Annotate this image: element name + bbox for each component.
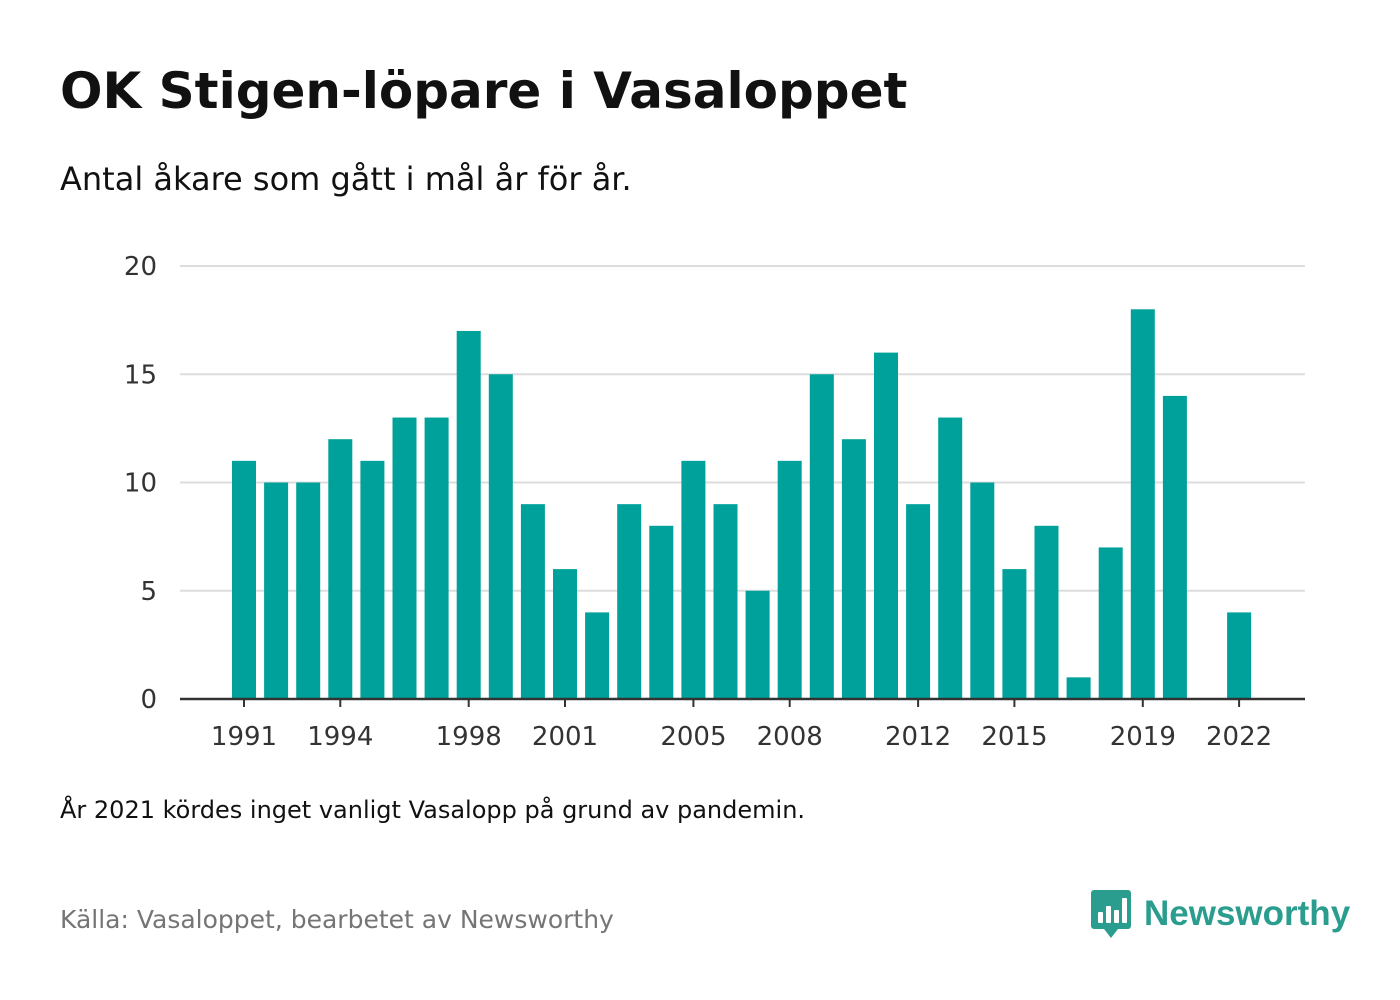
brand-name: Newsworthy bbox=[1144, 894, 1351, 933]
x-axis-tick-labels: 1991 1994 1998 2001 2005 2008 2012 2015 2019 2022 bbox=[211, 722, 1272, 752]
x-tick-label: 1994 bbox=[307, 722, 373, 752]
bar-2020 bbox=[1162, 395, 1187, 699]
bar-2004 bbox=[649, 525, 674, 699]
y-tick-label: 15 bbox=[124, 360, 157, 390]
newsworthy-logo-icon bbox=[1091, 890, 1131, 938]
bar-2019 bbox=[1130, 309, 1155, 699]
bar-2005 bbox=[681, 460, 706, 699]
bar-2008 bbox=[777, 460, 802, 699]
x-tick-label: 2012 bbox=[885, 722, 951, 752]
y-tick-label: 20 bbox=[124, 252, 157, 282]
y-tick-label: 0 bbox=[140, 685, 157, 715]
x-tick-label: 2022 bbox=[1206, 722, 1272, 752]
bar-2000 bbox=[520, 504, 545, 699]
bar-1996 bbox=[392, 417, 417, 699]
bar-1999 bbox=[488, 374, 513, 699]
bar-2007 bbox=[745, 590, 770, 699]
x-tick-label: 2001 bbox=[532, 722, 598, 752]
chart-title: OK Stigen-löpare i Vasaloppet bbox=[60, 62, 908, 120]
x-axis bbox=[180, 697, 1305, 707]
bar-2003 bbox=[617, 504, 642, 699]
source-text: Källa: Vasaloppet, bearbetet av Newswort… bbox=[60, 905, 614, 934]
bar-2001 bbox=[553, 569, 577, 699]
x-tick-label: 2015 bbox=[981, 722, 1047, 752]
bar-2009 bbox=[809, 374, 834, 699]
bar-1998 bbox=[456, 330, 481, 699]
bar-2018 bbox=[1098, 547, 1123, 699]
bar-1995 bbox=[360, 460, 385, 699]
y-tick-label: 5 bbox=[140, 577, 157, 607]
bar-1992 bbox=[264, 482, 289, 699]
x-tick-label: 2008 bbox=[757, 722, 823, 752]
x-tick-label: 1998 bbox=[436, 722, 502, 752]
bars bbox=[232, 309, 1252, 699]
bar-2014 bbox=[970, 482, 995, 699]
bar-2010 bbox=[841, 439, 866, 699]
bar-2015 bbox=[1002, 569, 1027, 699]
bar-2013 bbox=[938, 417, 963, 699]
bar-2022 bbox=[1227, 612, 1252, 699]
newsworthy-logo: Newsworthy bbox=[1090, 888, 1350, 940]
x-tick-label: 2005 bbox=[660, 722, 726, 752]
bar-2011 bbox=[874, 352, 898, 699]
x-tick-label: 1991 bbox=[211, 722, 277, 752]
y-axis-tick-labels: 0 5 10 15 20 bbox=[124, 252, 157, 715]
chart-note: År 2021 kördes inget vanligt Vasalopp på… bbox=[60, 796, 806, 824]
bar-1991 bbox=[232, 460, 256, 699]
x-tick-label: 2019 bbox=[1110, 722, 1176, 752]
bar-2002 bbox=[585, 612, 610, 699]
bar-2017 bbox=[1066, 677, 1091, 699]
bar-1994 bbox=[328, 439, 353, 699]
bar-2006 bbox=[713, 504, 738, 699]
bar-1997 bbox=[424, 417, 449, 699]
chart-subtitle: Antal åkare som gått i mål år för år. bbox=[60, 160, 632, 198]
bar-2012 bbox=[906, 504, 931, 699]
y-tick-label: 10 bbox=[124, 469, 157, 499]
bar-2016 bbox=[1034, 525, 1059, 699]
bar-1993 bbox=[296, 482, 321, 699]
